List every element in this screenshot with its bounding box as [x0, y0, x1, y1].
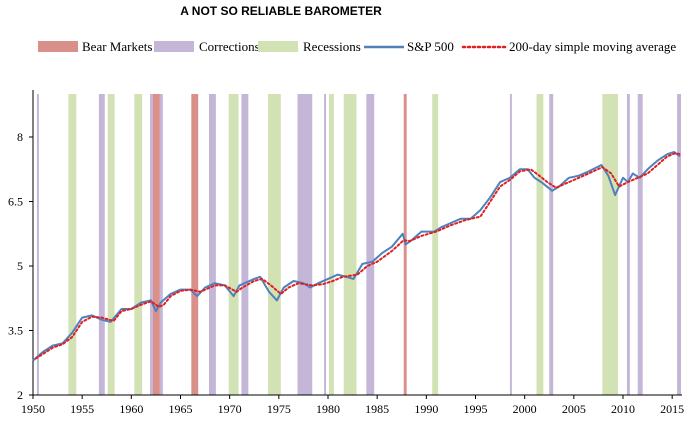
correction-band-8	[324, 94, 327, 395]
recession-band-2	[107, 94, 115, 395]
correction-band-1	[36, 94, 39, 395]
correction-band-12	[626, 94, 630, 395]
x-tick-label: 1990	[414, 402, 438, 416]
correction-band-6	[241, 94, 249, 395]
moving-average-line	[34, 152, 682, 360]
legend-entry-5: 200-day simple moving average	[461, 39, 676, 54]
bear-market-band-1	[152, 94, 160, 395]
recession-band-1	[68, 94, 77, 395]
y-tick-label: 3.5	[8, 324, 23, 338]
x-tick-label: 1980	[316, 402, 340, 416]
legend-entry-1: Bear Markets	[38, 39, 152, 54]
recession-band-10	[602, 94, 619, 395]
correction-band-2	[98, 94, 105, 395]
x-tick-label: 1985	[365, 402, 389, 416]
x-tick-label: 1975	[267, 402, 291, 416]
x-tick-label: 1960	[119, 402, 143, 416]
x-tick-label: 1955	[70, 402, 94, 416]
x-tick-label: 2000	[513, 402, 537, 416]
y-tick-label: 6.5	[8, 195, 23, 209]
correction-band-4	[159, 94, 163, 395]
legend-label: Corrections	[199, 39, 260, 54]
correction-band-9	[366, 94, 375, 395]
y-tick-label: 8	[17, 130, 23, 144]
legend-label: Bear Markets	[82, 39, 152, 54]
correction-band-14	[677, 94, 682, 395]
legend-swatch	[154, 41, 194, 52]
recession-band-5	[268, 94, 281, 395]
axes	[32, 90, 682, 396]
correction-band-10	[509, 94, 512, 395]
x-tick-label: 1950	[21, 402, 45, 416]
correction-band-11	[549, 94, 554, 395]
recession-band-4	[228, 94, 239, 395]
recession-band-6	[328, 94, 334, 395]
correction-band-5	[209, 94, 216, 395]
recession-band-3	[134, 94, 143, 395]
x-tick-label: 2015	[660, 402, 684, 416]
y-tick-label: 2	[17, 388, 23, 402]
correction-band-3	[150, 94, 153, 395]
chart-title: A NOT SO RELIABLE BAROMETER	[180, 4, 382, 18]
legend-label: S&P 500	[407, 39, 454, 54]
legend-swatch	[258, 41, 298, 52]
legend-swatch	[38, 41, 78, 52]
x-tick-label: 2005	[562, 402, 586, 416]
recession-band-9	[536, 94, 544, 395]
legend-entry-2: Corrections	[154, 39, 260, 54]
correction-band-7	[297, 94, 313, 395]
recession-band-8	[432, 94, 439, 395]
legend-label: 200-day simple moving average	[509, 39, 676, 54]
x-tick-label: 2010	[611, 402, 635, 416]
x-tick-label: 1995	[464, 402, 488, 416]
legend-entry-4: S&P 500	[364, 39, 454, 54]
recession-band-7	[343, 94, 357, 395]
legend: Bear Markets Corrections Recessions S&P 500…	[38, 39, 676, 54]
correction-band-13	[637, 94, 643, 395]
x-tick-label: 1965	[169, 402, 193, 416]
x-tick-label: 1970	[218, 402, 242, 416]
legend-label: Recessions	[303, 39, 361, 54]
series-lines	[32, 151, 682, 362]
y-tick-label: 5	[17, 259, 23, 273]
bear-market-band-2	[191, 94, 199, 395]
tick-labels: 1950 1955 1960 1965 1970 1975 1980 1985 1990 1995…	[8, 130, 684, 416]
legend-entry-3: Recessions	[258, 39, 361, 54]
shaded-bands	[36, 94, 682, 395]
